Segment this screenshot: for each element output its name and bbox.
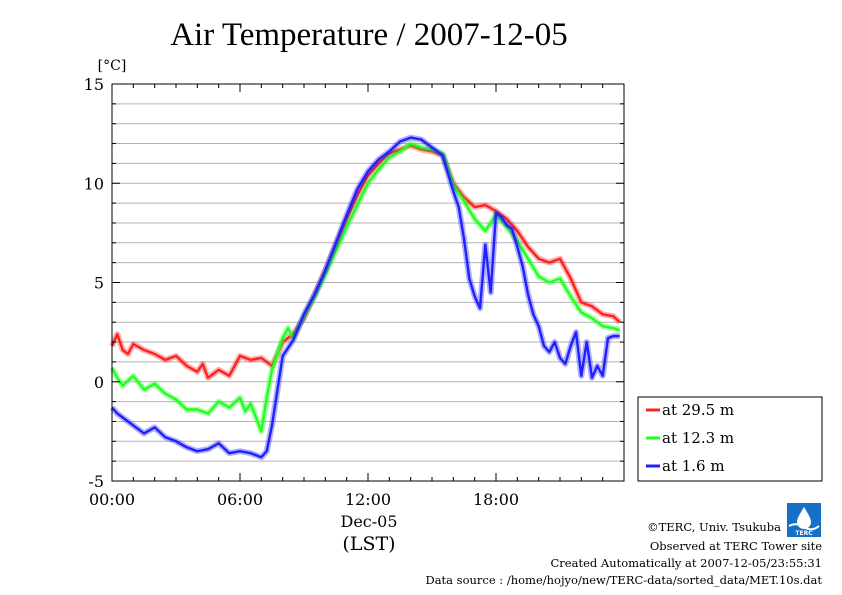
copyright-text: ©TERC, Univ. Tsukuba: [647, 520, 781, 534]
chart-title: Air Temperature / 2007-12-05: [170, 17, 568, 53]
series-line-1: [110, 144, 621, 379]
x-tick-label: 06:00: [217, 490, 263, 509]
observation-site-text: Observed at TERC Tower site: [650, 539, 822, 553]
y-tick-label: -5: [88, 472, 104, 491]
legend-label: at 29.5 m: [662, 401, 734, 419]
data-source-path: Data source : /home/hojyo/new/TERC-data/…: [425, 573, 822, 587]
y-tick-label: 10: [84, 174, 104, 193]
grid-lines: [112, 103, 624, 462]
y-tick-label: 15: [84, 75, 104, 94]
y-tick-label: 0: [94, 373, 104, 392]
legend: at 29.5 m at 12.3 m at 1.6 m: [637, 396, 823, 482]
x-date-label: Dec-05: [340, 512, 397, 531]
y-axis-unit: [°C]: [98, 58, 127, 74]
logo-label: TERC: [795, 530, 813, 537]
water-drop-icon: [797, 507, 811, 529]
x-axis-label: (LST): [342, 533, 395, 555]
y-axis: -5 0 5 10 15: [84, 75, 624, 491]
x-tick-label: 18:00: [473, 490, 519, 509]
x-tick-label: 12:00: [345, 490, 391, 509]
terc-logo: TERC: [787, 503, 821, 537]
legend-label: at 1.6 m: [662, 457, 725, 475]
legend-box: [637, 396, 823, 482]
legend-label: at 12.3 m: [662, 429, 734, 447]
x-tick-label: 00:00: [89, 490, 135, 509]
series-line-2: [110, 142, 621, 433]
x-axis: 00:00 06:00 12:00 18:00: [89, 84, 625, 509]
wave-icon: [788, 523, 820, 531]
plot-lines: [109, 134, 622, 461]
y-tick-label: 5: [94, 274, 104, 293]
series-line-3: [111, 136, 620, 459]
created-timestamp: Created Automatically at 2007-12-05/23:5…: [551, 556, 823, 570]
